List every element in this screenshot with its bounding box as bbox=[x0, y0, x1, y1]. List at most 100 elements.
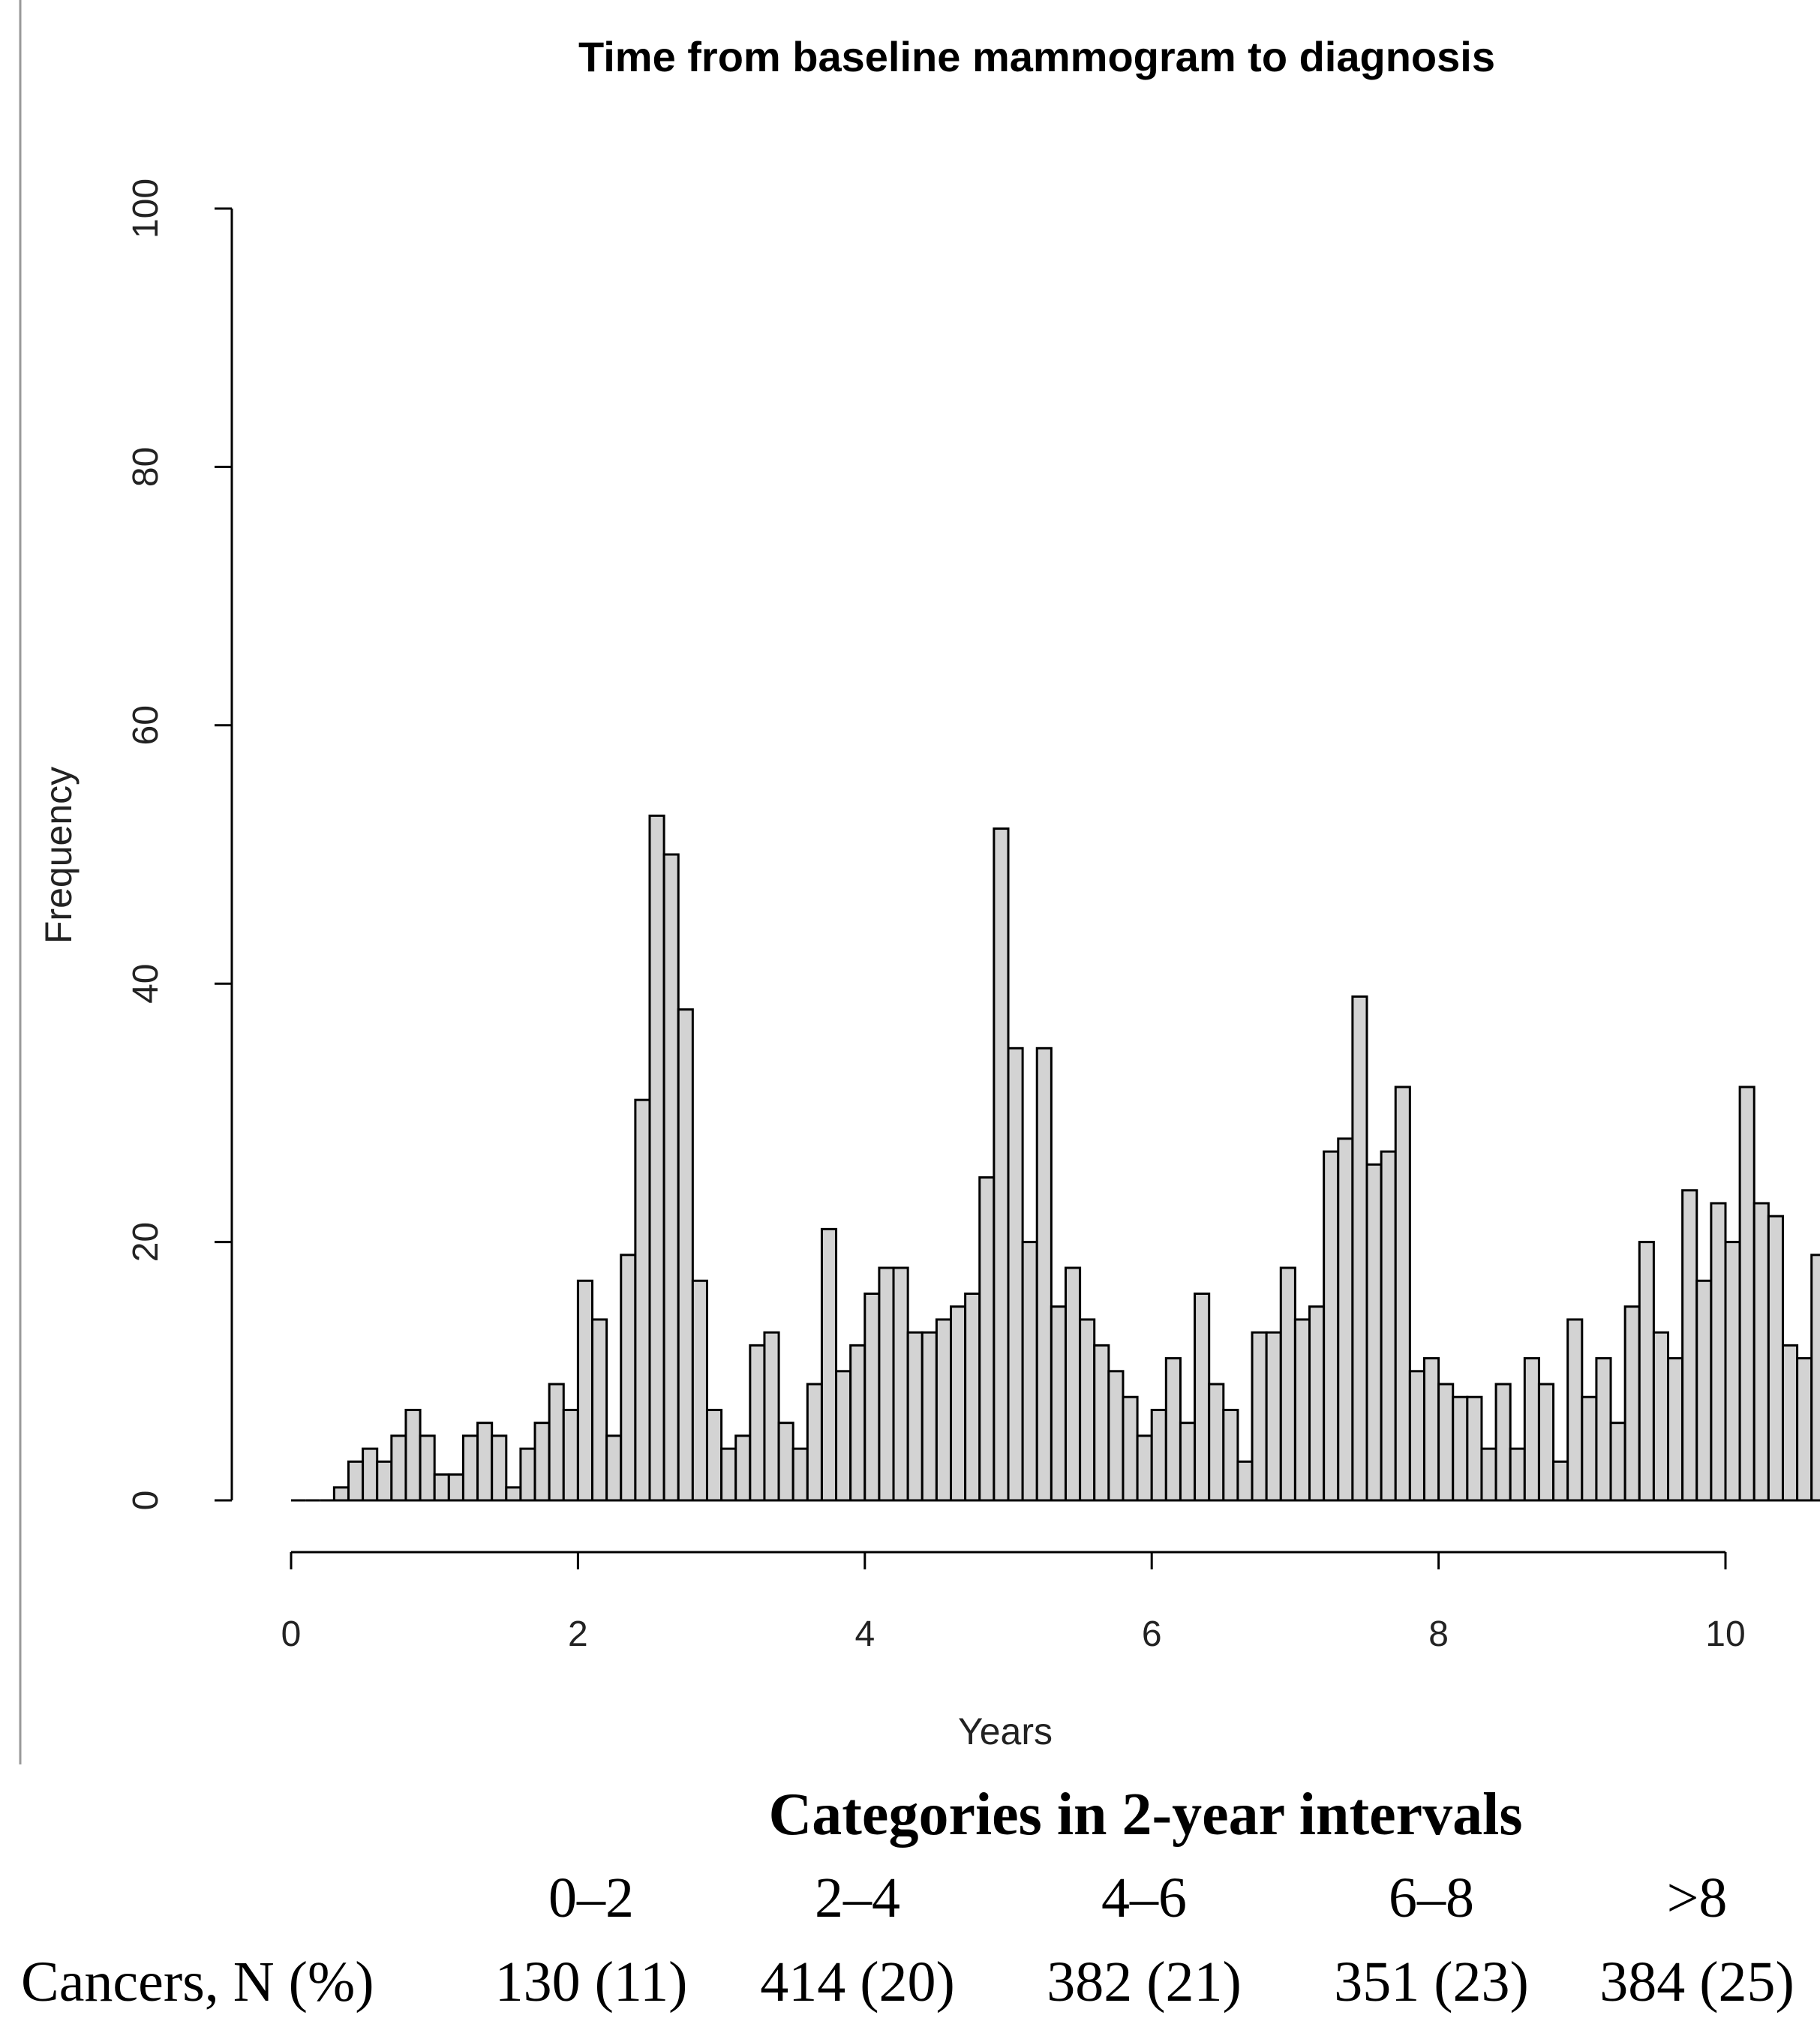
histogram-bar bbox=[1667, 1357, 1684, 1502]
table-header-2-4: 2–4 bbox=[815, 1866, 900, 1929]
x-tick-label: 2 bbox=[568, 1614, 588, 1654]
histogram-bar bbox=[1537, 1383, 1555, 1502]
histogram-bar bbox=[1021, 1241, 1038, 1502]
table-header-6-8: 6–8 bbox=[1389, 1866, 1474, 1929]
histogram-bar bbox=[777, 1422, 794, 1502]
histogram-bar bbox=[749, 1344, 766, 1502]
histogram-bar bbox=[461, 1434, 479, 1502]
histogram-bar bbox=[1236, 1460, 1254, 1502]
histogram-bar bbox=[1581, 1395, 1598, 1502]
histogram-bar bbox=[935, 1318, 953, 1502]
table-header-4-6: 4–6 bbox=[1101, 1866, 1187, 1929]
histogram-bar bbox=[1251, 1331, 1268, 1502]
histogram-bar bbox=[1480, 1447, 1497, 1502]
histogram-bar bbox=[878, 1266, 895, 1502]
histogram-bar bbox=[447, 1473, 464, 1502]
histogram-bar bbox=[347, 1460, 365, 1502]
histogram-bar bbox=[519, 1447, 536, 1502]
chart-title: Time from baseline mammogram to diagnosi… bbox=[578, 33, 1495, 80]
histogram-bar bbox=[1365, 1163, 1383, 1502]
histogram-bar bbox=[419, 1434, 436, 1502]
x-tick-label: 10 bbox=[1705, 1614, 1745, 1654]
histogram-bar bbox=[620, 1254, 637, 1502]
histogram-bar bbox=[849, 1344, 866, 1502]
histogram-bar bbox=[1293, 1318, 1311, 1502]
x-tick-label: 6 bbox=[1142, 1614, 1162, 1654]
histogram-bar bbox=[1681, 1189, 1698, 1502]
bars-group bbox=[291, 814, 1820, 1502]
histogram-bar bbox=[576, 1279, 594, 1502]
histogram-bar bbox=[863, 1292, 881, 1502]
x-axis-label: Years bbox=[958, 1710, 1053, 1752]
histogram-bar bbox=[1810, 1254, 1820, 1502]
histogram-bar bbox=[734, 1434, 752, 1502]
histogram-bar bbox=[1337, 1137, 1354, 1502]
histogram-bar bbox=[705, 1408, 723, 1502]
x-tick-label: 4 bbox=[854, 1614, 875, 1654]
histogram-bar bbox=[1752, 1202, 1770, 1502]
y-tick-label: 0 bbox=[126, 1491, 166, 1511]
histogram-bar bbox=[433, 1473, 450, 1502]
histogram-bar bbox=[1079, 1318, 1096, 1502]
y-tick-label: 60 bbox=[126, 705, 166, 745]
histogram-bar bbox=[950, 1305, 967, 1502]
table-header-gt8: >8 bbox=[1667, 1866, 1728, 1929]
histogram-bar bbox=[921, 1331, 938, 1502]
histogram-bar bbox=[1222, 1408, 1239, 1502]
histogram-bar bbox=[720, 1447, 737, 1502]
histogram-bar bbox=[1093, 1344, 1110, 1502]
table-value-4-6: 382 (21) bbox=[1047, 1950, 1242, 2013]
histogram-bar bbox=[1136, 1434, 1153, 1502]
histogram-bar bbox=[1652, 1331, 1670, 1502]
histogram-bar bbox=[648, 814, 665, 1502]
histogram-bar bbox=[1265, 1331, 1282, 1502]
histogram-bar bbox=[390, 1434, 407, 1502]
histogram-bar bbox=[1150, 1408, 1167, 1502]
table-header-0-2: 0–2 bbox=[548, 1866, 634, 1929]
histogram-bar bbox=[362, 1447, 379, 1502]
histogram-bar bbox=[1452, 1395, 1469, 1502]
x-tick-label: 0 bbox=[281, 1614, 302, 1654]
histogram-bar bbox=[964, 1292, 981, 1502]
histogram-bar bbox=[691, 1279, 708, 1502]
histogram-bar bbox=[677, 1008, 694, 1502]
histogram-bar bbox=[1695, 1279, 1713, 1502]
histogram-bar bbox=[1035, 1047, 1053, 1502]
histogram-bar bbox=[835, 1370, 852, 1502]
histogram-bar bbox=[1279, 1266, 1296, 1502]
histogram-bar bbox=[1394, 1086, 1411, 1502]
histogram-bar bbox=[1724, 1241, 1741, 1502]
histogram-bar bbox=[1007, 1047, 1024, 1502]
table-title: Categories in 2-year intervals bbox=[769, 1782, 1523, 1848]
histogram-bar bbox=[1552, 1460, 1569, 1502]
histogram-bar bbox=[591, 1318, 608, 1502]
histogram-bar bbox=[1408, 1370, 1425, 1502]
histogram-bar bbox=[1050, 1305, 1067, 1502]
histogram-bar bbox=[791, 1447, 809, 1502]
x-tick-label: 8 bbox=[1428, 1614, 1449, 1654]
histogram-bar bbox=[662, 853, 680, 1502]
histogram-bar bbox=[1208, 1383, 1225, 1502]
histogram-bar bbox=[806, 1383, 823, 1502]
table-value-0-2: 130 (11) bbox=[495, 1950, 688, 2013]
histogram-bar bbox=[1164, 1357, 1182, 1502]
histogram-bar bbox=[1064, 1266, 1082, 1502]
y-axis-label: Frequency bbox=[38, 767, 80, 944]
y-axis: 0 20 40 60 80 100 bbox=[126, 179, 233, 1511]
histogram-bar bbox=[993, 827, 1010, 1502]
histogram-bar bbox=[1738, 1086, 1755, 1502]
histogram-bar bbox=[1380, 1150, 1397, 1502]
x-axis: 0 2 4 6 8 10 bbox=[281, 1551, 1746, 1654]
table-row-label: Cancers, N (%) bbox=[21, 1950, 374, 2013]
histogram-bar bbox=[1781, 1344, 1799, 1502]
histogram-bar bbox=[978, 1176, 996, 1502]
table-value-2-4: 414 (20) bbox=[760, 1950, 955, 2013]
histogram-bar bbox=[906, 1331, 924, 1502]
histogram-bar bbox=[1422, 1357, 1440, 1502]
y-tick-label: 20 bbox=[126, 1222, 166, 1262]
histogram-bar bbox=[634, 1098, 651, 1502]
histogram-bar bbox=[1437, 1383, 1455, 1502]
histogram-bar bbox=[1494, 1383, 1512, 1502]
histogram-bar bbox=[491, 1434, 508, 1502]
histogram-bar bbox=[1122, 1395, 1139, 1502]
